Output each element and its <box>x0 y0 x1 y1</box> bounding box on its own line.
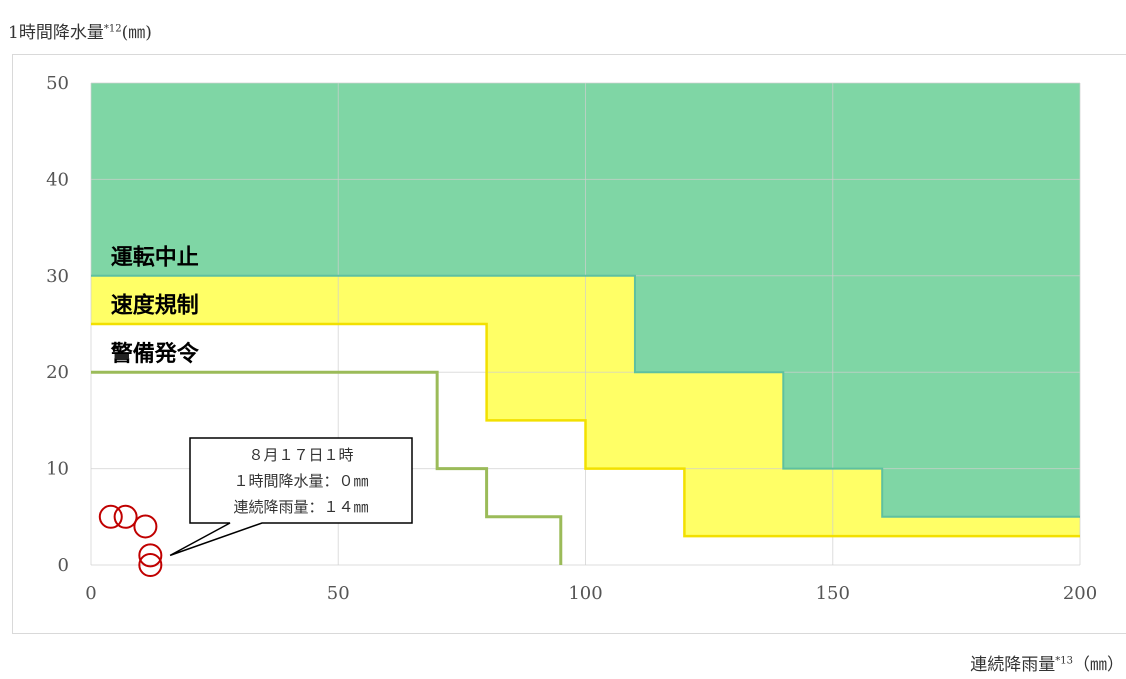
y-tick-label: 30 <box>46 266 69 287</box>
annotation-line: １時間降水量：０㎜ <box>233 472 368 490</box>
warning-zone-label: 警備発令 <box>110 341 200 367</box>
x-tick-label: 150 <box>816 583 850 604</box>
x-tick-label: 50 <box>327 583 350 604</box>
annotation-callout <box>169 437 413 557</box>
y-tick-label: 0 <box>58 555 69 576</box>
chart-frame: 0 50 100 150 200 0 10 20 30 40 50 運転中止速度規制警備発令 ８月１７日… <box>12 54 1126 634</box>
y-tick-label: 50 <box>46 73 69 94</box>
observation-point <box>113 504 138 529</box>
x-tick-label: 0 <box>85 583 96 604</box>
y-axis-title: 1時間降水量*12(㎜) <box>8 23 152 43</box>
stop-boundary-line <box>91 274 1080 518</box>
x-axis-title: 連続降雨量*13（㎜） <box>970 655 1124 675</box>
annotation-line: 連続降雨量：１４㎜ <box>233 498 368 516</box>
warning-boundary-line <box>91 370 563 565</box>
speed-restriction-zone-label: 速度規制 <box>111 293 199 319</box>
observation-point <box>138 553 163 577</box>
annotation-line: ８月１７日１時 <box>248 446 353 464</box>
y-tick-label: 10 <box>46 459 69 480</box>
x-tick-label: 100 <box>568 583 602 604</box>
stop-zone-label: 運転中止 <box>111 245 199 271</box>
x-tick-label: 200 <box>1063 583 1097 604</box>
observation-point <box>133 514 158 539</box>
observation-point <box>138 543 163 568</box>
y-tick-label: 40 <box>46 169 69 190</box>
observation-point <box>98 504 123 529</box>
speed-restriction-boundary-line <box>91 322 1080 538</box>
y-tick-label: 20 <box>46 362 69 383</box>
